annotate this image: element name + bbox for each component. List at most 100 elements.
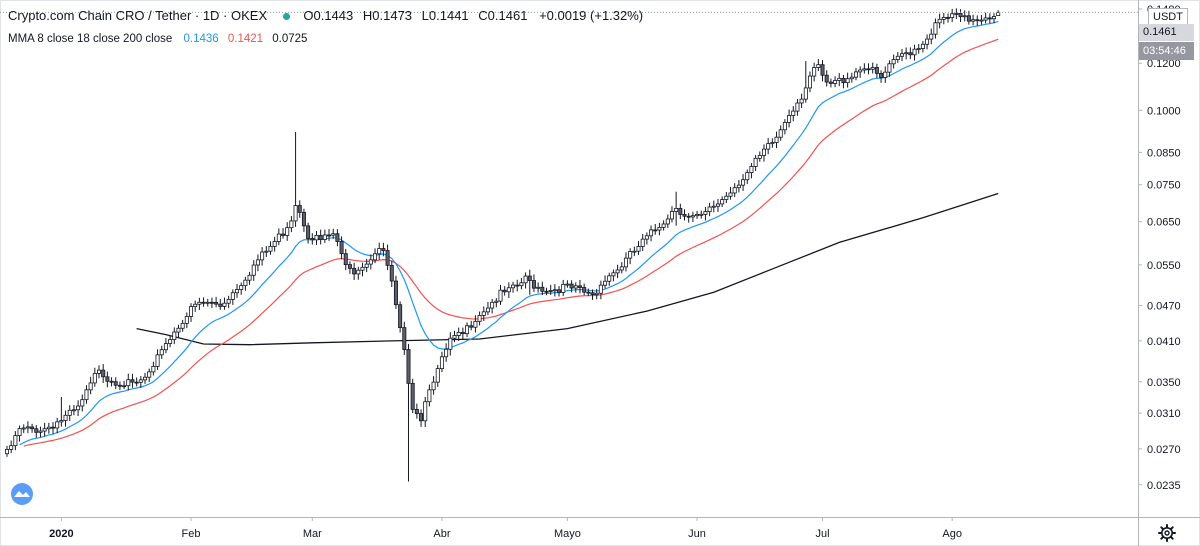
candle — [950, 8, 955, 22]
candle — [745, 169, 750, 185]
candle — [377, 242, 382, 260]
y-tick-label: 0.0270 — [1147, 444, 1181, 456]
candle — [25, 421, 30, 434]
candle — [732, 183, 737, 197]
candle — [5, 445, 10, 457]
candle — [230, 289, 235, 305]
candle — [770, 138, 775, 148]
candle — [368, 254, 373, 270]
candle — [247, 271, 252, 285]
time-axis[interactable]: 2020 Feb Mar Abr Mayo Jun Jul Ago — [49, 517, 962, 540]
candle — [665, 214, 670, 228]
candle — [887, 60, 892, 77]
gear-icon[interactable] — [1157, 523, 1177, 543]
candle — [678, 203, 683, 220]
candle — [364, 258, 369, 273]
indicator-name[interactable]: MMA 8 close 18 close 200 close — [8, 33, 173, 45]
candle — [97, 365, 102, 379]
candle — [9, 440, 14, 454]
candle — [180, 319, 185, 332]
y-tick-label: 0.0470 — [1147, 301, 1181, 313]
candle — [477, 311, 482, 326]
ohlc-open: O0.1443 — [303, 8, 354, 23]
market-status-dot — [282, 12, 290, 20]
candle — [452, 330, 457, 343]
candle — [812, 62, 817, 82]
candle — [481, 306, 486, 322]
candle — [243, 276, 248, 291]
candle — [494, 298, 499, 308]
candle — [703, 206, 708, 221]
candle — [92, 367, 97, 387]
candle — [586, 288, 591, 297]
candle — [803, 61, 808, 103]
candle — [314, 231, 319, 245]
candle — [937, 13, 942, 29]
candle — [138, 376, 143, 388]
candle — [322, 229, 327, 243]
candle — [565, 280, 570, 288]
candle — [402, 321, 407, 355]
candle — [820, 60, 825, 82]
candle — [623, 252, 628, 272]
candle — [67, 405, 72, 422]
candle — [674, 191, 679, 226]
price-axis[interactable]: 0.14800.12000.10000.08500.07500.06500.05… — [1138, 4, 1181, 492]
tradingview-logo-icon[interactable] — [9, 483, 35, 505]
candle — [711, 200, 716, 213]
candle — [385, 244, 390, 271]
candle — [226, 295, 231, 309]
indicator-legend[interactable]: MMA 8 close 18 close 200 close 0.1436 0.… — [8, 33, 307, 45]
candle — [209, 297, 214, 309]
candle — [327, 229, 332, 241]
candle — [255, 254, 260, 272]
candle — [360, 262, 365, 277]
candle — [339, 236, 344, 260]
candle — [787, 109, 792, 128]
candle — [147, 368, 152, 382]
candle — [853, 67, 858, 81]
candle — [159, 345, 164, 359]
candle — [531, 274, 536, 292]
candle — [778, 125, 783, 141]
candle — [80, 394, 85, 412]
candle — [38, 426, 43, 438]
candle — [122, 380, 127, 390]
candle — [289, 216, 294, 233]
currency-unit-button[interactable]: USDT — [1148, 8, 1188, 26]
candle — [460, 327, 465, 340]
candle — [419, 409, 424, 427]
candle — [741, 174, 746, 191]
candle — [126, 373, 131, 391]
candle — [987, 13, 992, 24]
candle — [561, 279, 566, 297]
candle — [473, 315, 478, 333]
candle — [17, 425, 22, 442]
bar-countdown-label: 03:54:46 — [1139, 42, 1194, 60]
candle — [983, 12, 988, 24]
candle — [870, 62, 875, 74]
candle — [193, 300, 198, 312]
candle — [904, 47, 909, 60]
candle — [925, 34, 930, 50]
candle — [34, 425, 39, 438]
candle — [540, 281, 545, 296]
candle — [151, 361, 156, 376]
candle — [975, 15, 980, 26]
candle — [130, 373, 135, 388]
candle — [189, 303, 194, 322]
candle — [929, 28, 934, 45]
x-tick-label: Feb — [182, 528, 201, 540]
candle — [352, 262, 357, 280]
candle — [113, 377, 118, 390]
candle — [979, 14, 984, 25]
candle — [603, 275, 608, 289]
candle — [607, 272, 612, 286]
candle — [410, 378, 415, 414]
y-tick-label: 0.0750 — [1147, 180, 1181, 192]
symbol-title[interactable]: Crypto.com Chain CRO / Tether · 1D · OKE… — [8, 8, 268, 23]
candle — [971, 14, 976, 26]
candle — [490, 298, 495, 314]
candle — [485, 301, 490, 316]
